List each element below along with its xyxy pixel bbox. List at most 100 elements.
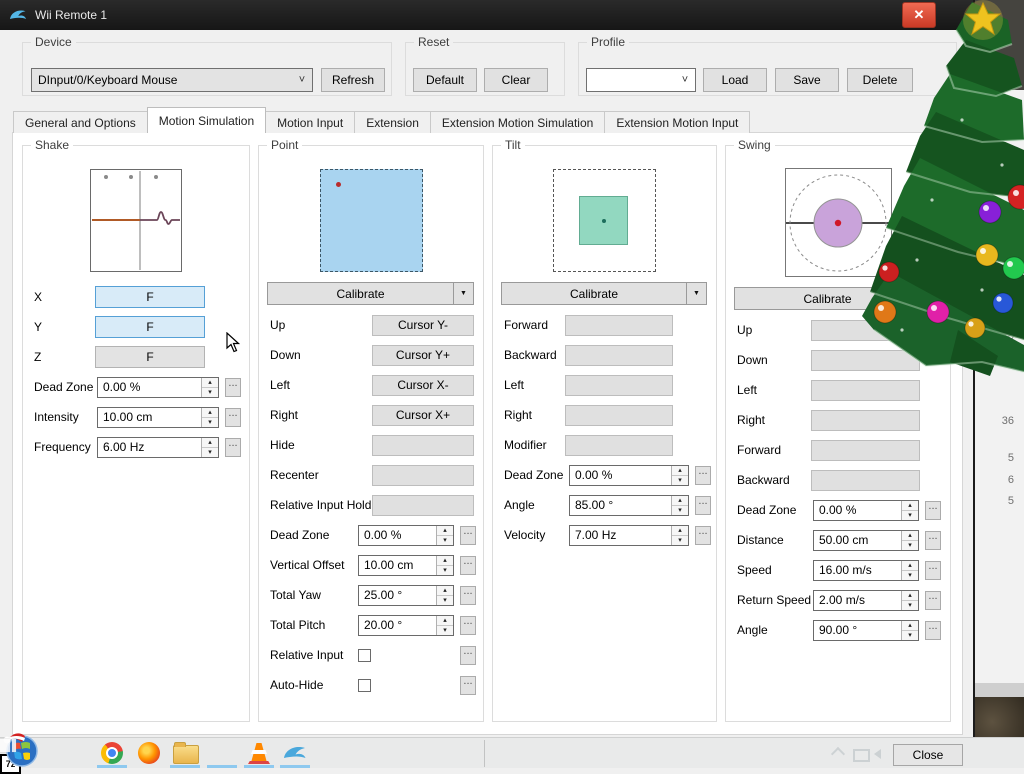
taskbar[interactable]: 7z 8:06 AM <box>0 733 1024 774</box>
spin-down-icon[interactable]: ▾ <box>902 540 918 550</box>
profile-combobox[interactable]: ˅ <box>586 68 696 92</box>
advanced-settings-button[interactable]: ... <box>460 525 476 545</box>
dropdown-arrow-icon[interactable]: ▼ <box>453 283 473 304</box>
advanced-settings-button[interactable]: ... <box>225 407 241 427</box>
spin-down-icon[interactable]: ▾ <box>202 417 218 427</box>
spin-down-icon[interactable]: ▾ <box>902 510 918 520</box>
setting-spinbox[interactable]: 16.00 m/s ▴ ▾ <box>813 559 919 581</box>
setting-spinbox[interactable]: 10.00 cm ▴ ▾ <box>97 406 219 428</box>
advanced-settings-button[interactable]: ... <box>225 437 241 457</box>
spinner-arrows[interactable]: ▴ ▾ <box>436 615 453 635</box>
advanced-settings-button[interactable]: ... <box>925 560 941 580</box>
spin-down-icon[interactable]: ▾ <box>672 475 688 485</box>
mapping-button[interactable]: Cursor Y- <box>372 314 474 336</box>
tilt-calibrate-dropdown[interactable]: Calibrate ▼ <box>501 282 707 305</box>
advanced-settings-button[interactable]: ... <box>695 525 711 545</box>
spinner-arrows[interactable]: ▴ ▾ <box>201 377 218 397</box>
advanced-settings-button[interactable]: ... <box>925 590 941 610</box>
window-close-button[interactable]: ✕ <box>902 2 936 28</box>
setting-spinbox[interactable]: 90.00 ° ▴ ▾ <box>813 619 919 641</box>
setting-spinbox[interactable]: 2.00 m/s ▴ ▾ <box>813 589 919 611</box>
chrome-icon[interactable] <box>101 742 123 764</box>
setting-spinbox[interactable]: 0.00 % ▴ ▾ <box>358 524 454 546</box>
setting-spinbox[interactable]: 0.00 % ▴ ▾ <box>569 464 689 486</box>
setting-spinbox[interactable]: 7.00 Hz ▴ ▾ <box>569 524 689 546</box>
spin-up-icon[interactable]: ▴ <box>202 377 218 388</box>
spin-up-icon[interactable]: ▴ <box>672 525 688 536</box>
spin-down-icon[interactable]: ▾ <box>902 630 918 640</box>
advanced-settings-button[interactable]: ... <box>460 585 476 605</box>
tab-general-and-options[interactable]: General and Options <box>13 111 148 133</box>
spinner-arrows[interactable]: ▴ ▾ <box>901 560 918 580</box>
advanced-settings-button[interactable]: ... <box>460 615 476 635</box>
spin-up-icon[interactable]: ▴ <box>902 590 918 601</box>
mapping-button[interactable] <box>811 439 920 461</box>
mapping-button[interactable]: Cursor X+ <box>372 404 474 426</box>
spin-up-icon[interactable]: ▴ <box>437 525 453 536</box>
spin-down-icon[interactable]: ▾ <box>437 565 453 575</box>
setting-spinbox[interactable]: 10.00 cm ▴ ▾ <box>358 554 454 576</box>
spin-down-icon[interactable]: ▾ <box>202 447 218 457</box>
spinner-arrows[interactable]: ▴ ▾ <box>901 590 918 610</box>
advanced-settings-button[interactable]: ... <box>460 645 476 665</box>
mapping-button[interactable] <box>565 404 673 426</box>
advanced-settings-button[interactable]: ... <box>460 675 476 695</box>
setting-spinbox[interactable]: 0.00 % ▴ ▾ <box>813 499 919 521</box>
spinner-arrows[interactable]: ▴ ▾ <box>436 585 453 605</box>
spinner-arrows[interactable]: ▴ ▾ <box>901 620 918 640</box>
point-calibrate-dropdown[interactable]: Calibrate ▼ <box>267 282 474 305</box>
save-button[interactable]: Save <box>775 68 839 92</box>
spinner-arrows[interactable]: ▴ ▾ <box>901 530 918 550</box>
task-view-icon[interactable] <box>0 738 18 754</box>
checkbox[interactable] <box>358 678 371 692</box>
setting-spinbox[interactable]: 85.00 ° ▴ ▾ <box>569 494 689 516</box>
spin-up-icon[interactable]: ▴ <box>202 437 218 448</box>
spinner-arrows[interactable]: ▴ ▾ <box>671 495 688 515</box>
spin-up-icon[interactable]: ▴ <box>672 495 688 506</box>
delete-button[interactable]: Delete <box>847 68 913 92</box>
spin-up-icon[interactable]: ▴ <box>437 585 453 596</box>
file-explorer-icon[interactable] <box>173 742 199 764</box>
spinner-arrows[interactable]: ▴ ▾ <box>201 437 218 457</box>
mapping-button[interactable] <box>811 469 920 491</box>
clear-button[interactable]: Clear <box>484 68 548 92</box>
spinner-arrows[interactable]: ▴ ▾ <box>436 555 453 575</box>
advanced-settings-button[interactable]: ... <box>695 465 711 485</box>
spin-up-icon[interactable]: ▴ <box>437 615 453 626</box>
setting-spinbox[interactable]: 0.00 % ▴ ▾ <box>97 376 219 398</box>
spin-down-icon[interactable]: ▾ <box>437 535 453 545</box>
advanced-settings-button[interactable]: ... <box>225 377 241 397</box>
spin-up-icon[interactable]: ▴ <box>902 560 918 571</box>
mapping-button[interactable]: Cursor X- <box>372 374 474 396</box>
mapping-button[interactable] <box>565 314 673 336</box>
tab-extension-motion-simulation[interactable]: Extension Motion Simulation <box>429 111 606 133</box>
mapping-button[interactable] <box>811 379 920 401</box>
mapping-button[interactable]: Cursor Y+ <box>372 344 474 366</box>
spin-down-icon[interactable]: ▾ <box>437 595 453 605</box>
mapping-button[interactable] <box>811 409 920 431</box>
tab-extension-motion-input[interactable]: Extension Motion Input <box>604 111 751 133</box>
device-dropdown[interactable]: DInput/0/Keyboard Mouse ˅ <box>31 68 313 92</box>
mapping-button[interactable] <box>565 434 673 456</box>
spin-up-icon[interactable]: ▴ <box>902 530 918 541</box>
spin-up-icon[interactable]: ▴ <box>202 407 218 418</box>
shake-x-mapping-button[interactable]: F <box>95 286 205 308</box>
setting-spinbox[interactable]: 25.00 ° ▴ ▾ <box>358 584 454 606</box>
spinner-arrows[interactable]: ▴ ▾ <box>671 465 688 485</box>
mapping-button[interactable] <box>565 374 673 396</box>
spinner-arrows[interactable]: ▴ ▾ <box>201 407 218 427</box>
load-button[interactable]: Load <box>703 68 767 92</box>
mapping-button[interactable] <box>372 494 474 516</box>
mapping-button[interactable] <box>565 344 673 366</box>
close-button[interactable]: Close <box>893 744 963 766</box>
default-button[interactable]: Default <box>413 68 477 92</box>
setting-spinbox[interactable]: 20.00 ° ▴ ▾ <box>358 614 454 636</box>
shake-y-mapping-button[interactable]: F <box>95 316 205 338</box>
spin-down-icon[interactable]: ▾ <box>672 535 688 545</box>
spin-up-icon[interactable]: ▴ <box>902 500 918 511</box>
spin-up-icon[interactable]: ▴ <box>672 465 688 476</box>
dolphin-taskbar-icon[interactable] <box>283 744 306 766</box>
dropdown-arrow-icon[interactable]: ▼ <box>686 283 706 304</box>
tray-volume-icon[interactable] <box>874 749 881 759</box>
vlc-icon[interactable] <box>248 742 270 764</box>
